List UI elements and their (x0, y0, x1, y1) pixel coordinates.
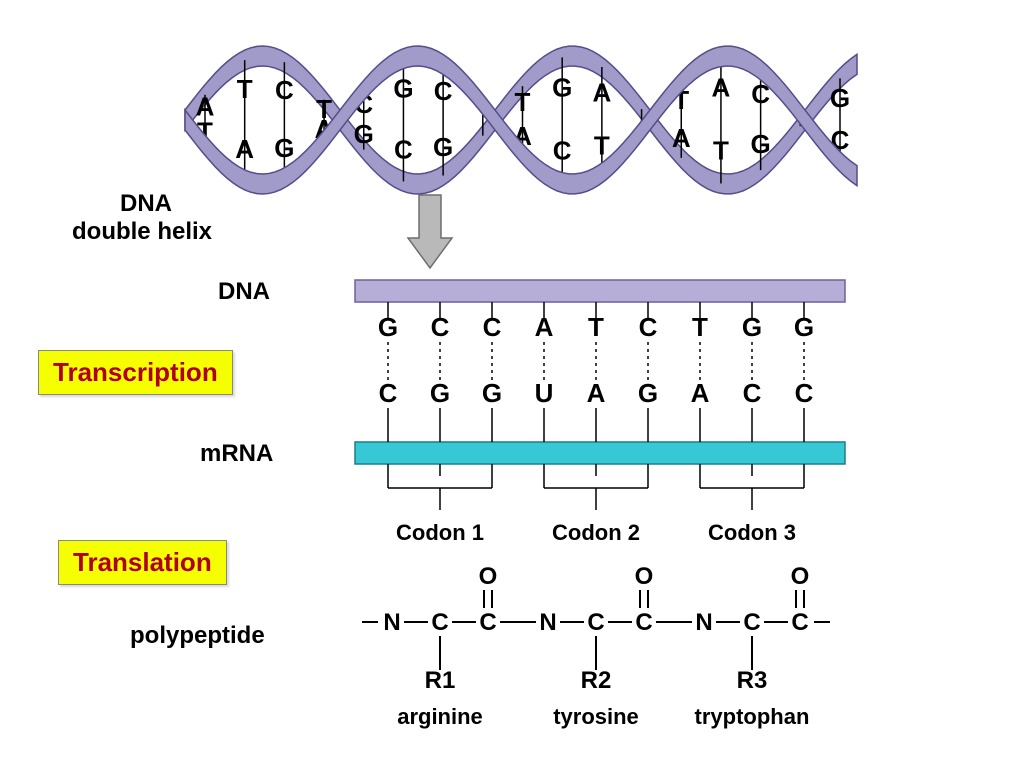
svg-text:T: T (692, 312, 708, 342)
dna-helix-label-1: DNA (120, 190, 172, 218)
svg-text:N: N (383, 609, 400, 636)
transcription-highlight: Transcription (38, 350, 233, 395)
svg-text:C: C (795, 378, 814, 408)
dna-bar-label: DNA (218, 278, 270, 306)
svg-text:R3: R3 (737, 667, 768, 694)
svg-text:Codon 3: Codon 3 (708, 520, 796, 545)
svg-text:A: A (672, 123, 691, 153)
svg-text:A: A (587, 378, 606, 408)
svg-text:T: T (713, 136, 729, 166)
svg-text:O: O (791, 563, 810, 590)
svg-text:C: C (639, 312, 658, 342)
svg-text:C: C (379, 378, 398, 408)
svg-text:A: A (712, 72, 731, 102)
svg-text:A: A (535, 312, 554, 342)
svg-text:R1: R1 (425, 667, 456, 694)
svg-text:A: A (691, 378, 710, 408)
svg-text:C: C (743, 609, 760, 636)
svg-text:G: G (433, 132, 453, 162)
dna-helix-label-2: double helix (72, 218, 212, 246)
svg-text:N: N (695, 609, 712, 636)
svg-text:C: C (483, 312, 502, 342)
svg-text:G: G (482, 378, 502, 408)
svg-text:C: C (743, 378, 762, 408)
svg-text:G: G (378, 312, 398, 342)
svg-text:C: C (587, 609, 604, 636)
svg-text:A: A (592, 78, 611, 108)
svg-text:C: C (553, 135, 572, 165)
svg-text:O: O (635, 563, 654, 590)
svg-text:R2: R2 (581, 667, 612, 694)
svg-text:G: G (393, 73, 413, 103)
svg-text:G: G (742, 312, 762, 342)
mrna-bar-label: mRNA (200, 440, 273, 468)
svg-text:T: T (515, 87, 531, 117)
svg-text:G: G (354, 119, 374, 149)
svg-text:C: C (791, 609, 808, 636)
svg-text:C: C (479, 609, 496, 636)
svg-text:U: U (535, 378, 554, 408)
svg-text:arginine: arginine (397, 704, 483, 729)
svg-text:G: G (430, 378, 450, 408)
svg-text:G: G (638, 378, 658, 408)
svg-text:G: G (794, 312, 814, 342)
svg-text:O: O (479, 563, 498, 590)
svg-text:G: G (830, 83, 850, 113)
svg-text:G: G (552, 73, 572, 103)
svg-text:C: C (431, 609, 448, 636)
svg-text:T: T (237, 74, 253, 104)
svg-text:Codon 1: Codon 1 (396, 520, 484, 545)
polypeptide-label: polypeptide (130, 622, 265, 650)
svg-text:G: G (274, 133, 294, 163)
svg-text:C: C (431, 312, 450, 342)
transcription-panel: G C C G C G A U T A C G T A G C G C Codon 1 Codon 2 Codon 3 (0, 260, 1024, 560)
svg-text:C: C (434, 76, 453, 106)
polypeptide-panel: NCCOR1arginineNCCOR2tyrosineNCCOR3trypto… (0, 560, 1024, 760)
svg-text:G: G (751, 129, 771, 159)
svg-text:tyrosine: tyrosine (553, 704, 639, 729)
svg-text:Codon 2: Codon 2 (552, 520, 640, 545)
svg-text:C: C (275, 75, 294, 105)
svg-text:T: T (594, 130, 610, 160)
svg-text:C: C (394, 135, 413, 165)
svg-text:N: N (539, 609, 556, 636)
svg-text:tryptophan: tryptophan (695, 704, 810, 729)
svg-text:T: T (588, 312, 604, 342)
svg-text:A: A (235, 134, 254, 164)
svg-text:C: C (635, 609, 652, 636)
